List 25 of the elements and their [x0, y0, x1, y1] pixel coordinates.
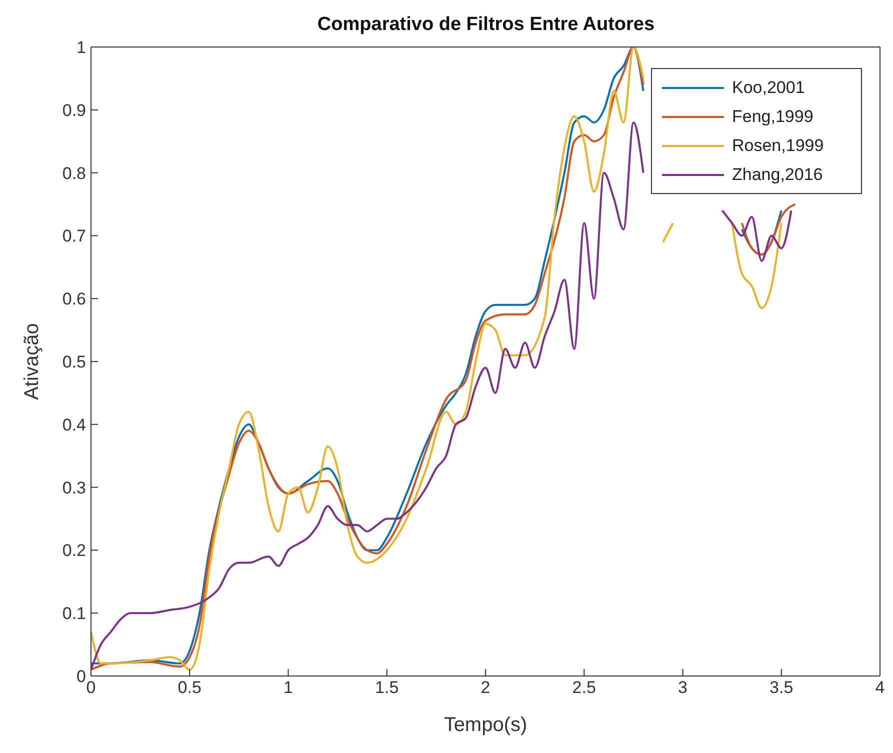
y-tick-label: 0.1 — [62, 604, 86, 624]
x-tick-label: 1.5 — [375, 678, 399, 698]
y-tick-label: 0.3 — [62, 478, 86, 498]
x-tick-label: 2.5 — [572, 678, 596, 698]
y-tick-label: 0.6 — [62, 290, 86, 309]
chart-title: Comparativo de Filtros Entre Autores — [317, 14, 655, 35]
legend-label: Feng,1999 — [732, 106, 814, 126]
y-axis-title: Ativação — [21, 323, 44, 400]
y-tick-label: 0.4 — [62, 415, 86, 434]
y-tick-label: 1 — [76, 38, 86, 58]
x-tick-label: 1 — [284, 678, 293, 698]
legend-label: Koo,2001 — [732, 78, 805, 98]
x-tick-label: 3 — [678, 678, 688, 698]
y-tick-label: 0.5 — [62, 352, 86, 372]
x-axis-title: Tempo(s) — [444, 714, 528, 736]
y-tick-label: 0.8 — [62, 164, 86, 183]
x-tick-label: 3.5 — [770, 678, 794, 698]
legend-label: Zhang,2016 — [732, 164, 823, 184]
x-tick-label: 4 — [875, 678, 885, 698]
x-tick-label: 2 — [480, 678, 490, 698]
legend-label: Rosen,1999 — [732, 136, 824, 156]
y-tick-label: 0.7 — [62, 226, 86, 246]
y-tick-label: 0.9 — [62, 100, 86, 120]
x-tick-label: 0.5 — [178, 678, 202, 698]
y-tick-label: 0.2 — [62, 541, 86, 560]
